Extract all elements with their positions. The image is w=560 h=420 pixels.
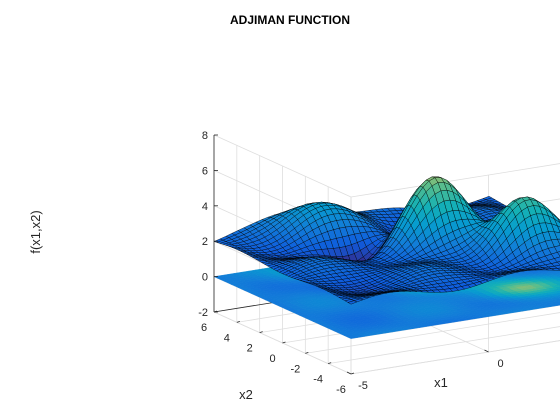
x2-tick-mark — [213, 310, 218, 313]
x1-tick-mark — [346, 371, 352, 375]
z-tick-label: 4 — [202, 201, 208, 213]
x2-tick-label: 2 — [247, 343, 253, 355]
contour-cell — [553, 281, 560, 285]
z-tick-label: 8 — [202, 130, 208, 142]
x2-tick-mark — [282, 341, 286, 344]
x2-tick-mark — [236, 320, 240, 323]
z-axis-label: f(x1,x2) — [28, 210, 43, 253]
x2-tick-mark — [305, 351, 309, 354]
x1-tick-mark — [484, 349, 489, 353]
contour-cell — [553, 290, 560, 294]
x2-axis-label: x2 — [239, 387, 253, 402]
z-tick-label: 6 — [202, 165, 208, 177]
surface-face — [347, 300, 358, 305]
gridline-x2 — [350, 340, 560, 375]
x2-axis-ticks: -6 -4 -2 0 2 4 6 — [201, 310, 355, 396]
x1-axis-label: x1 — [434, 375, 448, 390]
contour-cell — [553, 273, 560, 277]
x2-tick-label: -2 — [290, 363, 300, 375]
x2-tick-mark — [259, 331, 263, 334]
contour-cell — [553, 302, 560, 306]
gridline-z — [350, 340, 560, 375]
x2-tick-mark — [328, 362, 332, 365]
x2-tick-label: 6 — [201, 322, 207, 334]
x2-tick-label: 4 — [224, 332, 230, 344]
contour-cell — [553, 286, 560, 290]
contour-cell — [553, 277, 560, 281]
z-axis-ticks: -2 0 2 4 6 8 — [198, 130, 218, 319]
x1-tick-label: -5 — [358, 380, 368, 392]
z-tick-label: -2 — [198, 307, 208, 319]
z-tick-label: 0 — [202, 272, 208, 284]
x2-tick-label: -4 — [313, 374, 323, 386]
x1-axis-ticks: -505 — [346, 349, 504, 392]
chart-title: ADJIMAN FUNCTION — [230, 13, 350, 27]
x2-tick-label: -6 — [336, 384, 346, 396]
contour-cell — [553, 298, 560, 302]
surface-mesh — [213, 176, 560, 305]
z-tick-label: 2 — [202, 236, 208, 248]
contour-cell — [553, 294, 560, 298]
x1-tick-label: 0 — [497, 358, 503, 370]
x2-tick-mark — [350, 372, 355, 375]
x2-tick-label: 0 — [269, 353, 275, 365]
